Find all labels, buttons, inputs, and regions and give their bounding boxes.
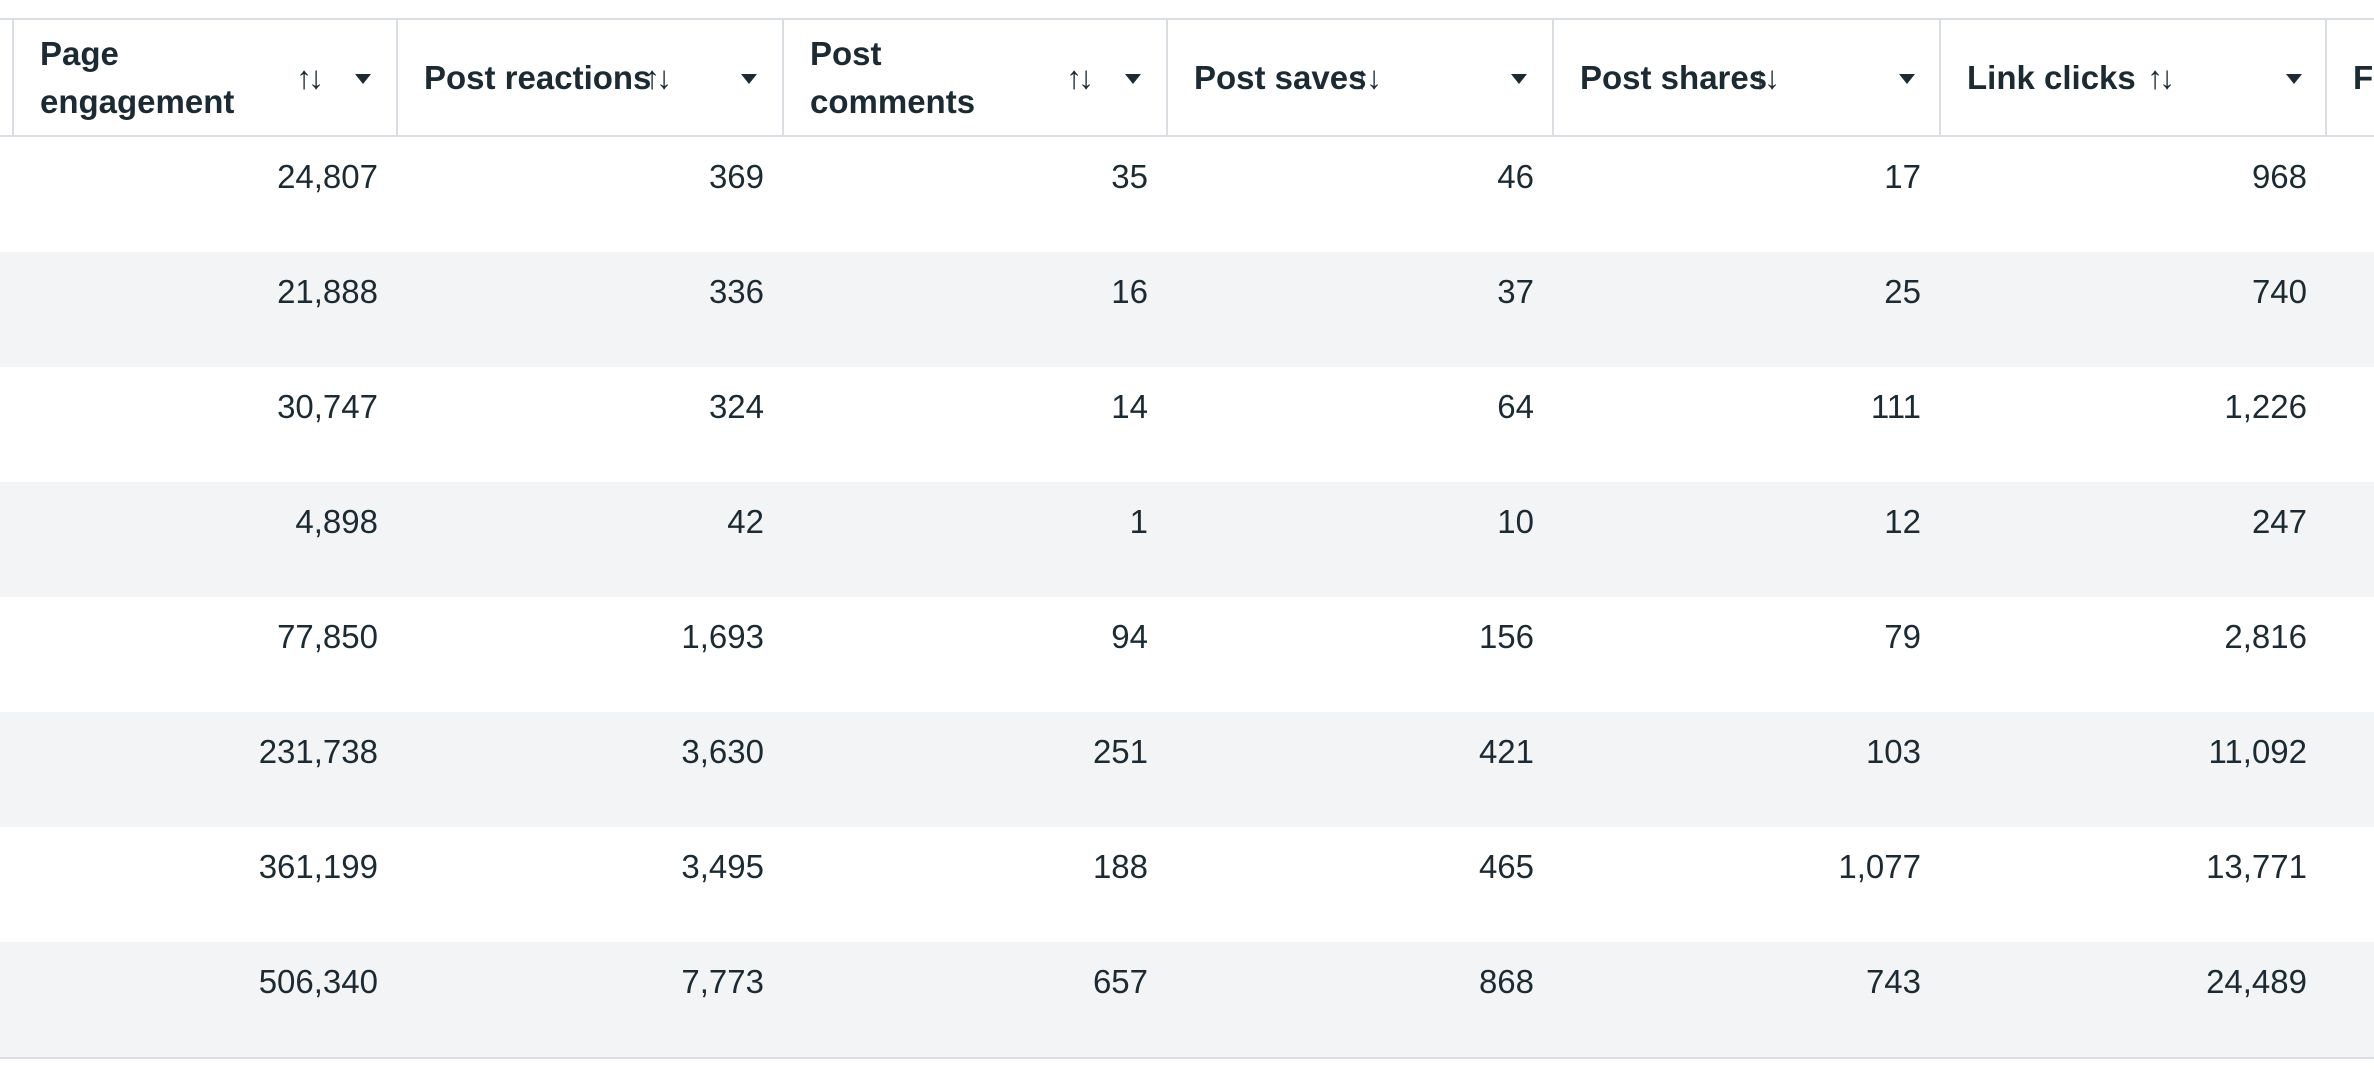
table-cell-post-reactions: 336 — [708, 273, 764, 310]
table-cell-post-saves: 868 — [1478, 963, 1534, 1000]
table-cell-link-clicks: 247 — [2251, 503, 2307, 540]
column-divider — [12, 20, 14, 135]
column-header-label: Post saves — [1194, 54, 1366, 102]
table-cell-post-saves: 46 — [1497, 158, 1534, 195]
column-header-label-line: Post saves — [1194, 58, 1367, 96]
table-cell-post-saves: 421 — [1478, 733, 1534, 770]
column-header-label-line: engagement — [40, 82, 235, 120]
column-header-label: Page engagement — [40, 30, 234, 126]
table-cell-post-shares: 25 — [1884, 273, 1921, 310]
caret-down-icon[interactable] — [1511, 73, 1527, 84]
column-header-label: Link clicks — [1967, 54, 2136, 102]
table-row: 24,807 369 35 46 17 968 — [0, 137, 2374, 252]
sort-icon[interactable]: ↑↓ — [1354, 59, 1382, 95]
table-cell-post-shares: 103 — [1865, 733, 1921, 770]
column-header-label: Post shares — [1580, 54, 1767, 102]
table-header: Page engagement ↑↓ Post reactions ↑↓ Post comm… — [0, 20, 2374, 137]
table-cell-page-engagement: 506,340 — [258, 963, 378, 1000]
table-cell-post-comments: 35 — [1111, 158, 1148, 195]
column-header-label-line: Page — [40, 34, 119, 72]
table-cell-link-clicks: 1,226 — [2224, 388, 2307, 425]
table-cell-link-clicks: 11,092 — [2208, 733, 2307, 770]
table-cell-page-engagement: 231,738 — [258, 733, 378, 770]
table-cell-post-comments: 251 — [1092, 733, 1148, 770]
table-cell-page-engagement: 24,807 — [277, 158, 378, 195]
column-header-page-engagement[interactable]: Page engagement ↑↓ — [14, 20, 398, 135]
table-cell-post-comments: 94 — [1111, 618, 1148, 655]
table-row: 4,898 42 1 10 12 247 — [0, 482, 2374, 597]
column-header-label-line: Post — [810, 34, 882, 72]
column-header-post-reactions[interactable]: Post reactions ↑↓ — [398, 20, 784, 135]
table-cell-post-comments: 188 — [1092, 848, 1148, 885]
column-header-label: F — [2353, 54, 2373, 102]
table-cell-post-reactions: 3,630 — [681, 733, 764, 770]
column-header-f[interactable]: F — [2327, 20, 2374, 135]
sort-icon[interactable]: ↑↓ — [1752, 59, 1780, 95]
sort-icon[interactable]: ↑↓ — [1066, 59, 1094, 95]
table-cell-post-saves: 64 — [1497, 388, 1534, 425]
column-header-post-shares[interactable]: Post shares ↑↓ — [1554, 20, 1941, 135]
table-cell-page-engagement: 30,747 — [277, 388, 378, 425]
table-cell-post-shares: 1,077 — [1838, 848, 1921, 885]
table-cell-post-shares: 111 — [1870, 388, 1921, 425]
table-cell-post-reactions: 1,693 — [681, 618, 764, 655]
sort-icon[interactable]: ↑↓ — [644, 59, 672, 95]
caret-down-icon[interactable] — [2286, 73, 2302, 84]
column-header-label-line: Post shares — [1580, 58, 1768, 96]
column-header-label: Post reactions — [424, 54, 651, 102]
table-cell-post-reactions: 42 — [727, 503, 764, 540]
sort-icon[interactable]: ↑↓ — [296, 59, 324, 95]
column-header-post-comments[interactable]: Post comments ↑↓ — [784, 20, 1168, 135]
column-header-label-line: Post reactions — [424, 58, 652, 96]
caret-down-icon[interactable] — [355, 73, 371, 84]
table-row: 77,850 1,693 94 156 79 2,816 — [0, 597, 2374, 712]
table-cell-page-engagement: 21,888 — [277, 273, 378, 310]
table-cell-post-comments: 16 — [1111, 273, 1148, 310]
table-cell-post-saves: 37 — [1497, 273, 1534, 310]
column-header-link-clicks[interactable]: Link clicks ↑↓ — [1941, 20, 2327, 135]
table-cell-post-saves: 465 — [1478, 848, 1534, 885]
table-cell-link-clicks: 24,489 — [2206, 963, 2307, 1000]
table-cell-post-saves: 156 — [1478, 618, 1534, 655]
table-cell-link-clicks: 740 — [2251, 273, 2307, 310]
table-cell-post-reactions: 324 — [708, 388, 764, 425]
column-header-label-line: comments — [810, 82, 976, 120]
caret-down-icon[interactable] — [1125, 73, 1141, 84]
table-cell-post-comments: 14 — [1111, 388, 1148, 425]
caret-down-icon[interactable] — [1899, 73, 1915, 84]
table-cell-post-shares: 17 — [1884, 158, 1921, 195]
column-header-label: Post comments — [810, 30, 975, 126]
table-cell-post-comments: 1 — [1129, 503, 1148, 540]
table-cell-post-comments: 657 — [1092, 963, 1148, 1000]
table-cell-post-reactions: 369 — [708, 158, 764, 195]
table-cell-link-clicks: 13,771 — [2206, 848, 2307, 885]
table-cell-post-saves: 10 — [1497, 503, 1534, 540]
table-cell-page-engagement: 77,850 — [277, 618, 378, 655]
table-cell-page-engagement: 361,199 — [258, 848, 378, 885]
table-row: 361,199 3,495 188 465 1,077 13,771 — [0, 827, 2374, 942]
table-top-border — [0, 18, 2374, 20]
table-cell-post-shares: 79 — [1884, 618, 1921, 655]
table-row: 30,747 324 14 64 111 1,226 — [0, 367, 2374, 482]
table-row: 231,738 3,630 251 421 103 11,092 — [0, 712, 2374, 827]
table-bottom-border — [0, 1057, 2374, 1059]
sort-icon[interactable]: ↑↓ — [2147, 59, 2175, 95]
column-header-post-saves[interactable]: Post saves ↑↓ — [1168, 20, 1554, 135]
table-cell-post-reactions: 3,495 — [681, 848, 764, 885]
caret-down-icon[interactable] — [741, 73, 757, 84]
table-cell-link-clicks: 2,816 — [2224, 618, 2307, 655]
table-cell-page-engagement: 4,898 — [295, 503, 378, 540]
table-row: 506,340 7,773 657 868 743 24,489 — [0, 942, 2374, 1057]
table-row: 21,888 336 16 37 25 740 — [0, 252, 2374, 367]
table-cell-link-clicks: 968 — [2251, 158, 2307, 195]
table-cell-post-shares: 743 — [1865, 963, 1921, 1000]
metrics-table: Page engagement ↑↓ Post reactions ↑↓ Post comm… — [0, 18, 2374, 1069]
column-header-label-line: Link clicks — [1967, 58, 2136, 96]
table-cell-post-shares: 12 — [1884, 503, 1921, 540]
column-header-label-line: F — [2353, 58, 2374, 96]
table-cell-post-reactions: 7,773 — [681, 963, 764, 1000]
